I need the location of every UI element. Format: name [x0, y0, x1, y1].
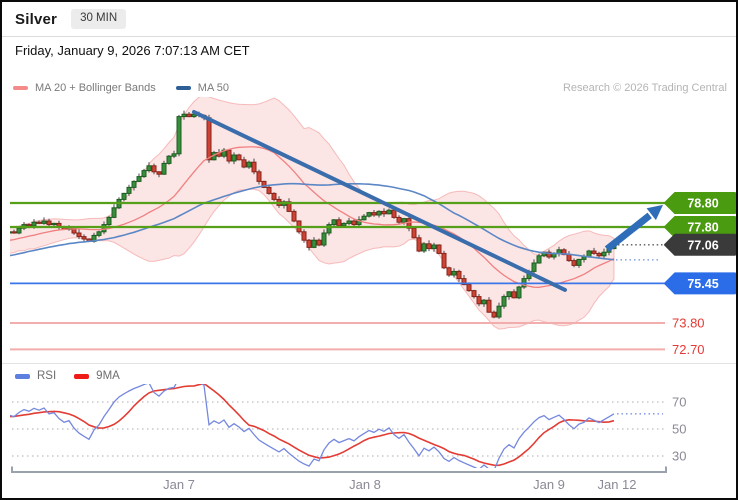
x-axis-label-jan-8: Jan 8 [349, 477, 381, 492]
bollinger-band [10, 97, 615, 330]
legend-item-ma50: MA 50 [175, 82, 229, 94]
rsi-gridlines [12, 401, 665, 457]
copyright-note: Research © 2026 Trading Central [562, 82, 727, 94]
price-tag-78.80 [664, 192, 736, 214]
ma20-line [10, 146, 615, 288]
downtrend-line-annotation [192, 110, 567, 292]
price-tag-label-77.06: 77.06 [687, 238, 718, 252]
timeframe-badge: 30 MIN [71, 9, 127, 29]
legend-label: RSI [37, 370, 57, 382]
price-axis-labels: 78.80 77.80 77.06 75.45 73.80 72.70 [664, 192, 736, 357]
x-axis-label-jan-12: Jan 12 [597, 477, 636, 492]
rsi-legend: RSI 9MA [15, 370, 120, 382]
x-axis-label-jan-7: Jan 7 [163, 477, 195, 492]
legend-item-9ma: 9MA [74, 370, 120, 382]
legend-item-rsi: RSI [15, 370, 56, 382]
page-title: Silver [15, 10, 58, 28]
price-tag-label-77.80: 77.80 [687, 221, 718, 235]
header: Silver 30 MIN [2, 2, 736, 37]
bullish-arrowhead-icon [646, 204, 663, 221]
legend-item-bollinger: MA 20 + Bollinger Bands [13, 82, 156, 94]
candlestick-series [10, 110, 617, 319]
main-plot-area [10, 97, 617, 330]
rsi-9ma-line [10, 384, 615, 467]
legend-label: MA 20 + Bollinger Bands [35, 82, 156, 94]
ma50-line [10, 182, 615, 261]
rsi-tick-label-50: 50 [672, 422, 686, 437]
legend-label: MA 50 [197, 82, 229, 94]
chart-timestamp: Friday, January 9, 2026 7:07:13 AM CET [15, 43, 250, 58]
x-axis: Jan 7 Jan 8 Jan 9 Jan 12 [11, 466, 667, 492]
legend-label: 9MA [96, 370, 120, 382]
price-tag-label-75.45: 75.45 [687, 277, 718, 291]
rsi-swatch-icon [15, 373, 30, 379]
price-tag-75.45 [664, 272, 736, 295]
nine-ma-swatch-icon [74, 373, 90, 379]
bullish-arrow-icon [604, 212, 652, 252]
rsi-tick-label-70: 70 [672, 395, 686, 410]
ma50-swatch-icon [175, 86, 191, 90]
rsi-tick-label-30: 30 [672, 449, 686, 464]
level-label-72.70: 72.70 [672, 342, 705, 357]
ma20-swatch-icon [13, 86, 28, 90]
x-axis-label-jan-9: Jan 9 [533, 477, 565, 492]
main-chart-legend: MA 20 + Bollinger Bands MA 50 [13, 82, 229, 94]
rsi-line [10, 384, 615, 468]
level-label-73.80: 73.80 [672, 316, 705, 331]
price-tag-label-78.80: 78.80 [687, 197, 718, 211]
price-tag-77.06 [664, 233, 736, 256]
